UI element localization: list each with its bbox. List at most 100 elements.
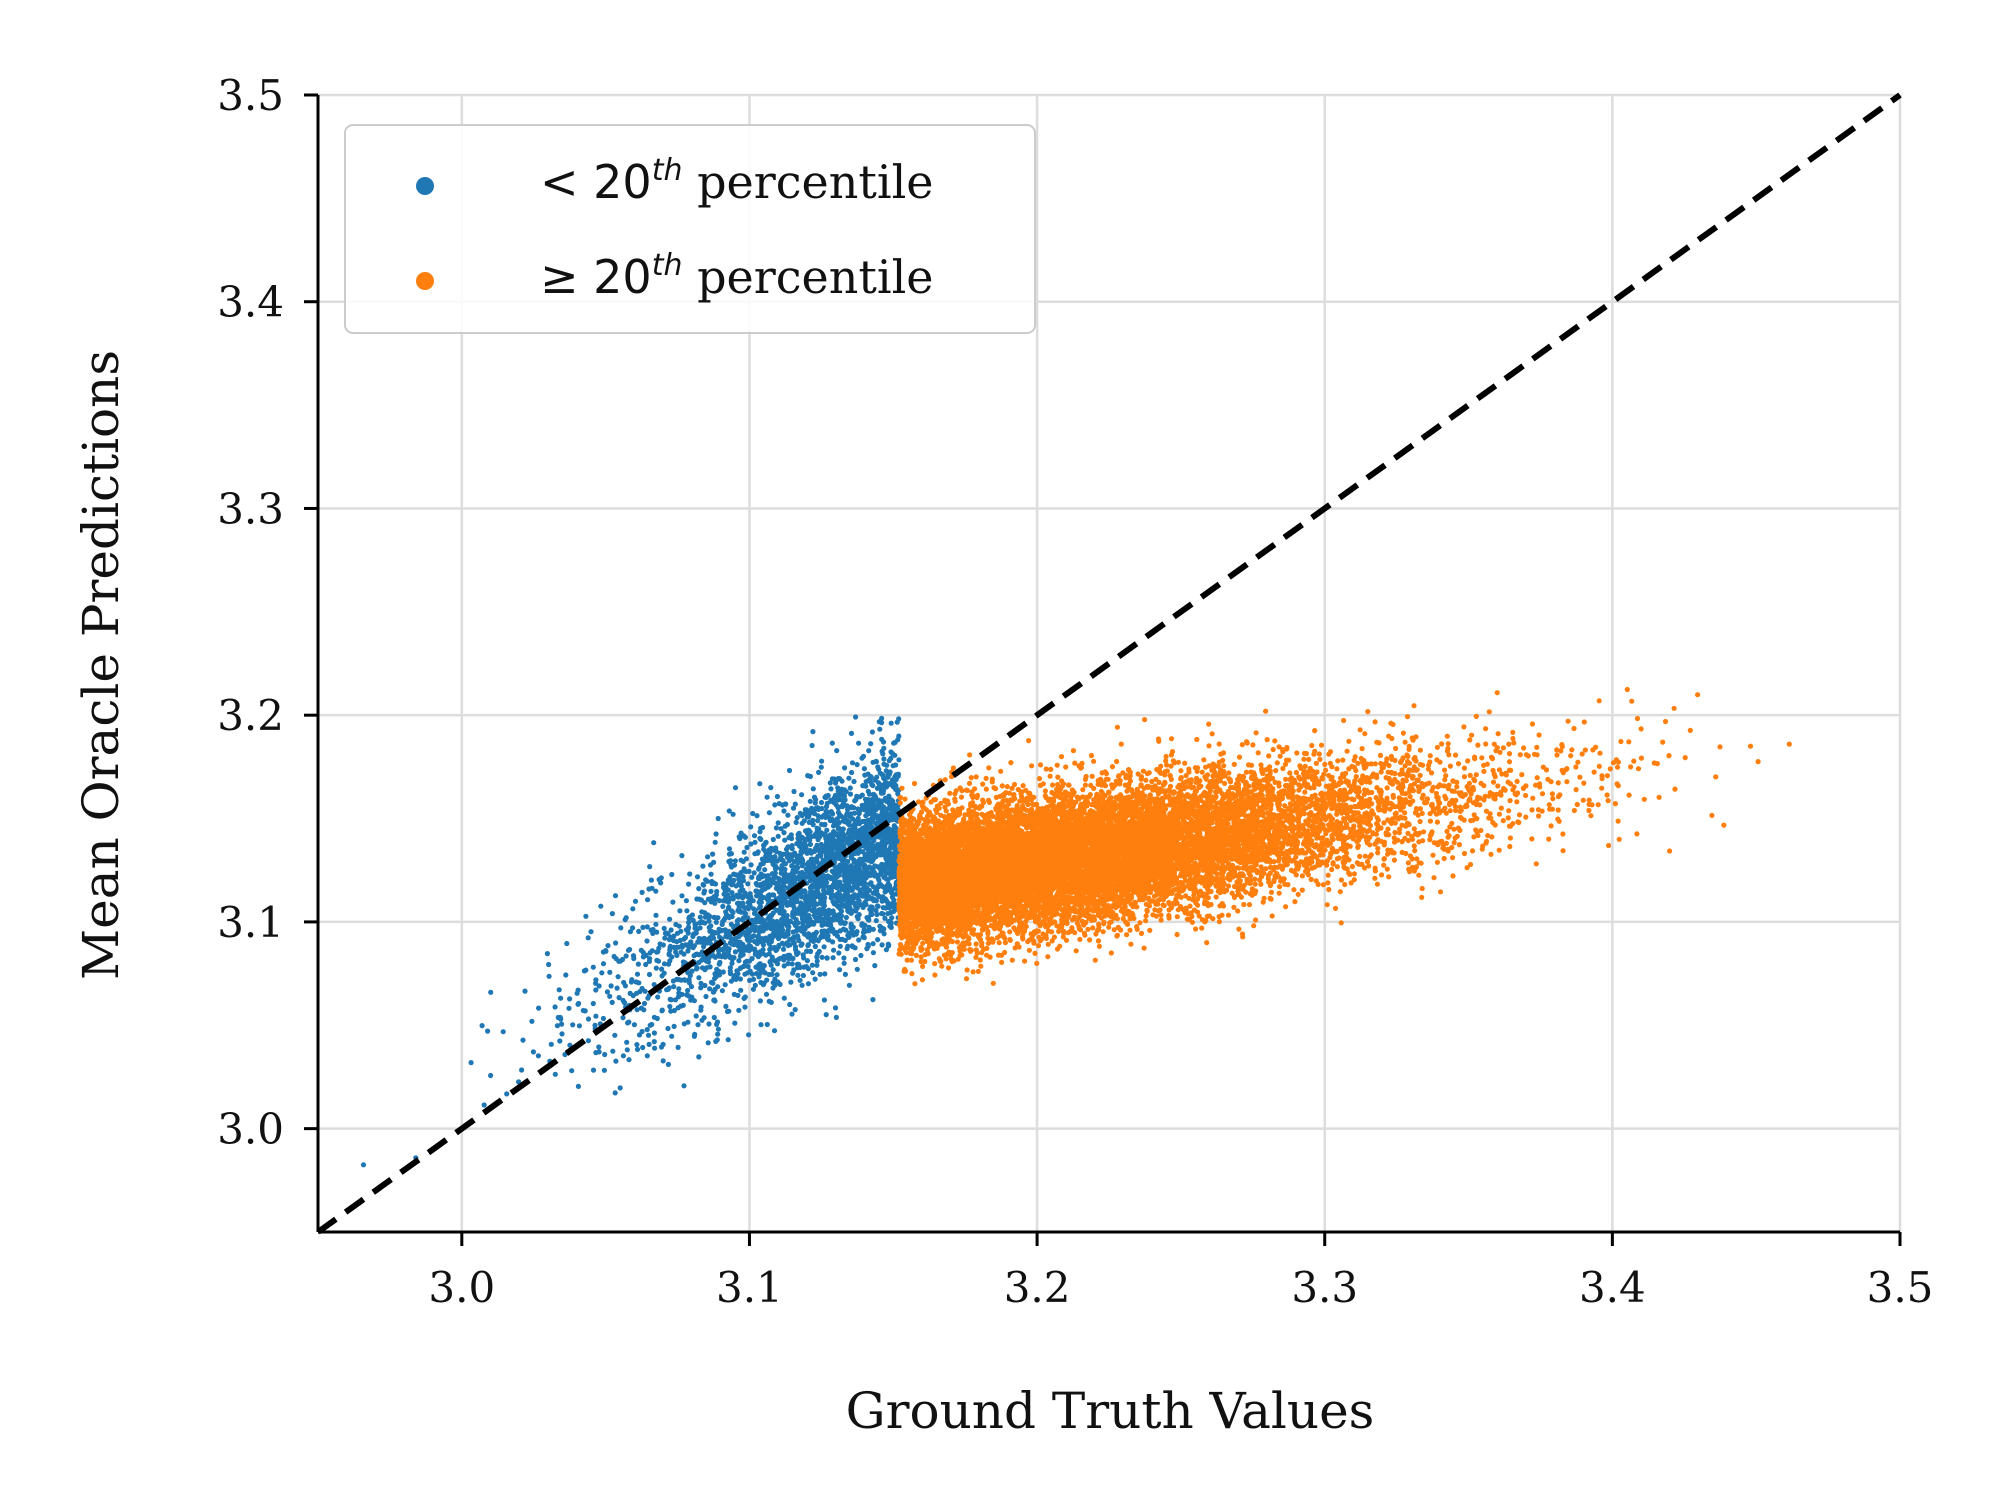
point-below-20th <box>865 817 871 824</box>
point-below-20th <box>723 953 729 959</box>
point-below-20th <box>779 863 785 869</box>
point-below-20th <box>669 871 675 878</box>
point-below-20th <box>772 866 779 872</box>
point-below-20th <box>893 783 899 789</box>
point-below-20th <box>868 804 874 810</box>
point-below-20th <box>823 1012 829 1018</box>
point-below-20th <box>774 972 780 978</box>
point-below-20th <box>828 927 834 933</box>
point-below-20th <box>691 953 697 959</box>
point-below-20th <box>826 888 832 894</box>
point-below-20th <box>758 1022 764 1028</box>
point-below-20th <box>738 880 744 886</box>
point-below-20th <box>726 851 733 857</box>
point-below-20th <box>733 872 739 878</box>
point-below-20th <box>795 910 802 916</box>
point-below-20th <box>854 793 860 799</box>
point-below-20th <box>807 829 813 835</box>
point-below-20th <box>799 813 805 819</box>
point-above-20th <box>1294 750 1300 756</box>
point-above-20th <box>1127 927 1133 933</box>
point-above-20th <box>1506 751 1513 757</box>
point-below-20th <box>692 1031 698 1037</box>
point-below-20th <box>866 748 872 754</box>
point-below-20th <box>852 798 858 804</box>
point-below-20th <box>607 993 613 999</box>
point-below-20th <box>643 961 649 968</box>
point-below-20th <box>776 801 782 807</box>
point-below-20th <box>850 877 857 883</box>
point-below-20th <box>750 976 757 982</box>
point-below-20th <box>665 1025 671 1032</box>
point-below-20th <box>667 916 673 922</box>
point-below-20th <box>696 1054 702 1060</box>
point-below-20th <box>676 986 682 992</box>
point-below-20th <box>726 914 732 921</box>
point-below-20th <box>842 802 848 808</box>
point-above-20th <box>1206 743 1212 749</box>
point-below-20th <box>821 903 828 909</box>
point-below-20th <box>703 993 709 1000</box>
point-below-20th <box>848 730 855 737</box>
point-below-20th <box>723 1003 729 1010</box>
point-above-20th <box>1199 925 1205 931</box>
point-below-20th <box>653 888 659 894</box>
point-below-20th <box>846 775 852 781</box>
point-below-20th <box>823 794 829 801</box>
point-below-20th <box>868 774 874 780</box>
point-below-20th <box>556 987 562 993</box>
point-below-20th <box>875 780 882 786</box>
point-below-20th <box>626 1057 632 1063</box>
point-below-20th <box>646 1041 652 1047</box>
point-below-20th <box>885 854 892 861</box>
point-below-20th <box>744 958 750 964</box>
point-below-20th <box>779 904 785 911</box>
point-below-20th <box>681 951 687 957</box>
point-below-20th <box>871 869 877 875</box>
point-below-20th <box>815 818 821 824</box>
point-below-20th <box>468 1060 474 1066</box>
point-below-20th <box>742 994 748 1000</box>
point-below-20th <box>888 814 894 820</box>
point-below-20th <box>705 1040 711 1046</box>
point-below-20th <box>598 903 604 909</box>
point-below-20th <box>828 797 834 803</box>
point-below-20th <box>691 998 698 1004</box>
point-below-20th <box>837 967 843 973</box>
point-below-20th <box>713 974 719 980</box>
point-below-20th <box>826 937 832 943</box>
point-below-20th <box>694 874 701 880</box>
point-above-20th <box>1523 814 1529 820</box>
point-below-20th <box>772 802 778 808</box>
point-below-20th <box>813 856 819 862</box>
point-below-20th <box>795 920 801 926</box>
point-below-20th <box>660 1041 666 1047</box>
point-below-20th <box>593 1050 599 1056</box>
point-above-20th <box>973 947 979 953</box>
point-below-20th <box>563 972 569 978</box>
point-below-20th <box>781 995 787 1001</box>
point-below-20th <box>844 946 850 952</box>
point-below-20th <box>562 1051 568 1058</box>
point-below-20th <box>711 1014 717 1021</box>
point-below-20th <box>800 914 806 920</box>
point-below-20th <box>853 714 859 720</box>
point-below-20th <box>745 963 751 970</box>
point-above-20th <box>1506 759 1513 765</box>
point-below-20th <box>879 736 885 742</box>
point-below-20th <box>727 933 733 939</box>
point-below-20th <box>775 924 781 931</box>
point-below-20th <box>752 951 758 957</box>
point-below-20th <box>771 879 777 886</box>
point-below-20th <box>768 913 774 919</box>
point-below-20th <box>712 915 718 921</box>
point-below-20th <box>747 891 753 897</box>
point-below-20th <box>884 863 890 870</box>
point-below-20th <box>575 1083 582 1089</box>
point-below-20th <box>797 977 803 983</box>
point-below-20th <box>646 971 653 978</box>
point-above-20th <box>909 971 915 977</box>
point-below-20th <box>810 786 816 792</box>
point-below-20th <box>877 802 883 808</box>
point-below-20th <box>781 830 787 836</box>
